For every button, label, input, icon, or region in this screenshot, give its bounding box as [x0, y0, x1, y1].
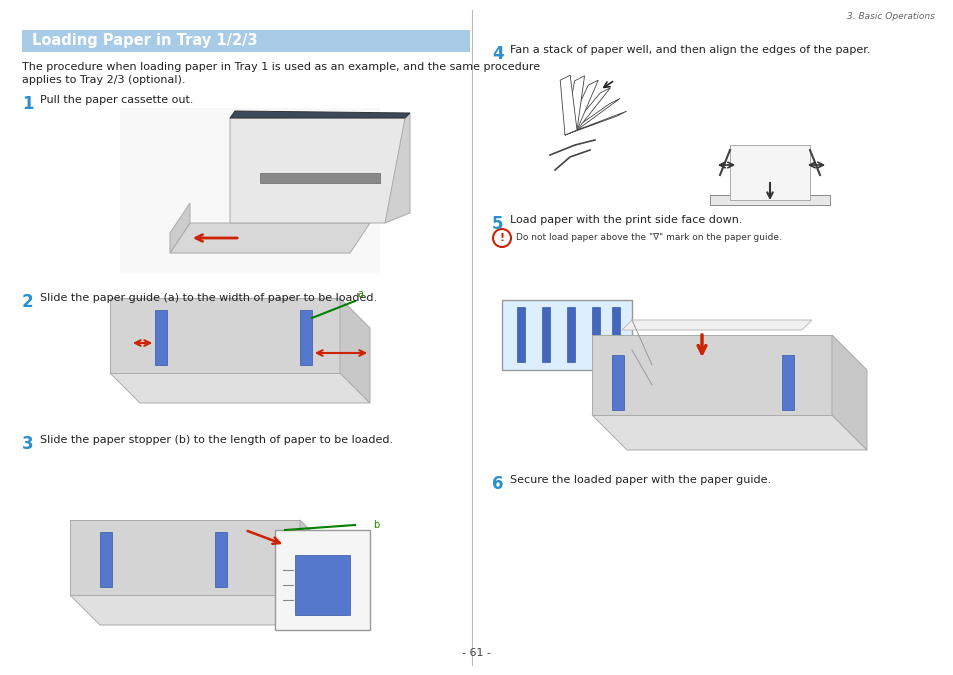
Text: 1: 1	[22, 95, 33, 113]
Text: 2: 2	[22, 293, 33, 311]
Text: Loading Paper in Tray 1/2/3: Loading Paper in Tray 1/2/3	[32, 34, 257, 49]
Polygon shape	[612, 355, 623, 410]
Polygon shape	[170, 203, 190, 253]
Text: Secure the loaded paper with the paper guide.: Secure the loaded paper with the paper g…	[510, 475, 770, 485]
Bar	[566, 307, 575, 362]
Bar	[501, 300, 631, 370]
Polygon shape	[70, 595, 330, 625]
Text: 5: 5	[492, 215, 503, 233]
Bar	[729, 145, 809, 200]
Polygon shape	[559, 75, 577, 135]
Text: 3: 3	[22, 435, 33, 453]
Bar	[294, 555, 350, 615]
Polygon shape	[621, 320, 811, 330]
Polygon shape	[564, 76, 584, 135]
Text: Slide the paper stopper (b) to the length of paper to be loaded.: Slide the paper stopper (b) to the lengt…	[40, 435, 393, 445]
Polygon shape	[781, 355, 793, 410]
Text: Slide the paper guide (a) to the width of paper to be loaded.: Slide the paper guide (a) to the width o…	[40, 293, 376, 303]
Text: !: !	[499, 233, 504, 243]
Polygon shape	[230, 118, 405, 223]
Bar	[517, 307, 524, 362]
Bar	[274, 530, 370, 630]
Bar	[120, 108, 379, 273]
Polygon shape	[110, 298, 339, 373]
Text: The procedure when loading paper in Tray 1 is used as an example, and the same p: The procedure when loading paper in Tray…	[22, 62, 539, 72]
Polygon shape	[214, 532, 227, 587]
Bar	[709, 195, 829, 205]
Text: 3. Basic Operations: 3. Basic Operations	[846, 12, 934, 21]
Polygon shape	[230, 111, 410, 118]
Text: 6: 6	[492, 475, 503, 493]
Polygon shape	[260, 173, 379, 183]
Bar	[592, 307, 599, 362]
Polygon shape	[831, 335, 866, 450]
Bar	[612, 307, 619, 362]
Text: - 61 -: - 61 -	[462, 648, 491, 658]
Polygon shape	[564, 80, 598, 135]
Bar	[541, 307, 550, 362]
Text: applies to Tray 2/3 (optional).: applies to Tray 2/3 (optional).	[22, 75, 185, 85]
Polygon shape	[110, 373, 370, 403]
Polygon shape	[564, 111, 626, 135]
Polygon shape	[70, 520, 299, 595]
Polygon shape	[299, 310, 312, 365]
Polygon shape	[154, 310, 167, 365]
Polygon shape	[299, 520, 330, 625]
Polygon shape	[592, 415, 866, 450]
Polygon shape	[564, 99, 619, 135]
Polygon shape	[564, 88, 610, 135]
Polygon shape	[100, 532, 112, 587]
Text: Fan a stack of paper well, and then align the edges of the paper.: Fan a stack of paper well, and then alig…	[510, 45, 869, 55]
Polygon shape	[170, 223, 370, 253]
Bar	[22, 30, 470, 52]
Text: Pull the paper cassette out.: Pull the paper cassette out.	[40, 95, 193, 105]
Text: b: b	[373, 520, 379, 530]
Text: 4: 4	[492, 45, 503, 63]
Text: Do not load paper above the "∇" mark on the paper guide.: Do not load paper above the "∇" mark on …	[516, 234, 781, 242]
Circle shape	[493, 229, 511, 247]
Polygon shape	[592, 335, 831, 415]
Polygon shape	[385, 113, 410, 223]
Text: a: a	[356, 289, 363, 299]
Polygon shape	[339, 298, 370, 403]
Text: Load paper with the print side face down.: Load paper with the print side face down…	[510, 215, 741, 225]
